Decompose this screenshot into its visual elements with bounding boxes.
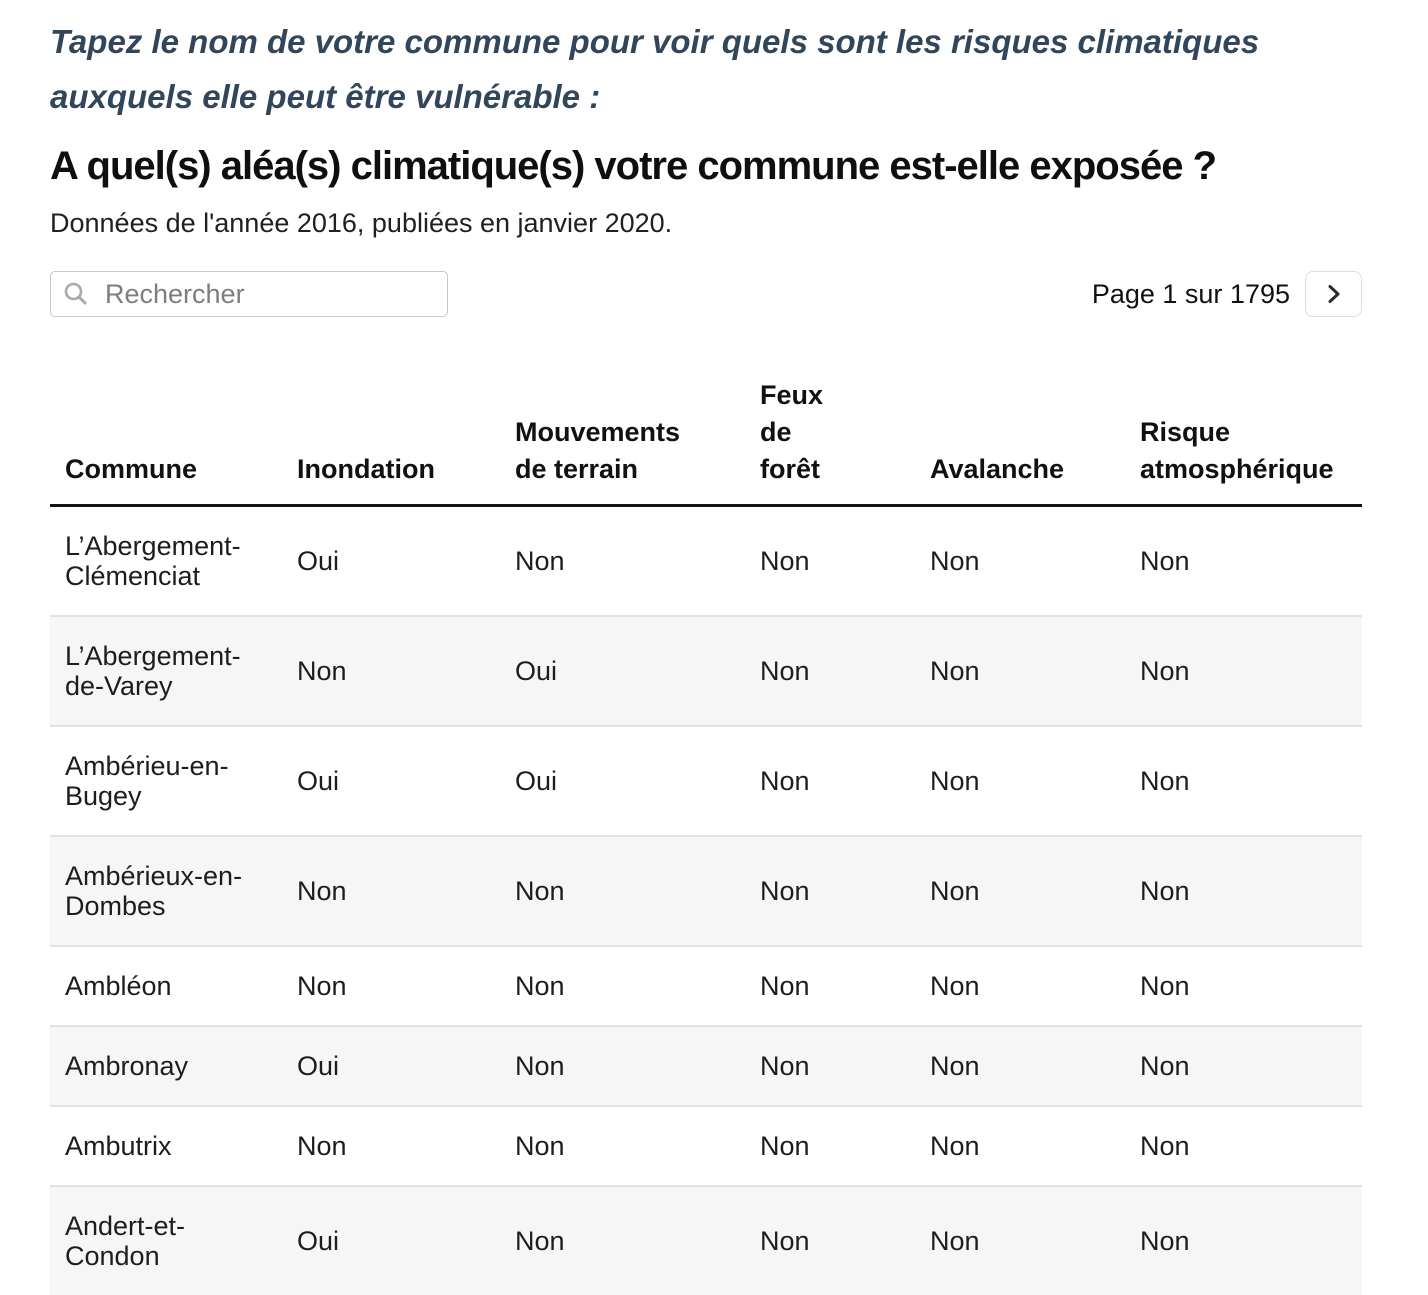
commune-cell: Ambutrix <box>50 1106 282 1186</box>
column-header-inondation: Inondation <box>282 377 500 506</box>
cell-inondation: Oui <box>282 1026 500 1106</box>
cell-inondation: Oui <box>282 506 500 617</box>
table-body: L’Abergement-Clémenciat Oui Non Non Non … <box>50 506 1362 1295</box>
commune-cell: Ambérieu-en-Bugey <box>50 726 282 836</box>
next-page-button[interactable] <box>1305 271 1362 317</box>
chevron-right-icon <box>1322 282 1346 306</box>
cell-mouvements: Non <box>500 836 745 946</box>
cell-mouvements: Non <box>500 1186 745 1295</box>
commune-cell: Ambronay <box>50 1026 282 1106</box>
data-year-subtitle: Données de l'année 2016, publiées en jan… <box>50 205 1362 241</box>
table-row: Ambérieux-en-Dombes Non Non Non Non Non <box>50 836 1362 946</box>
table-row: Ambutrix Non Non Non Non Non <box>50 1106 1362 1186</box>
cell-inondation: Non <box>282 836 500 946</box>
cell-feux: Non <box>745 1106 915 1186</box>
page-indicator: Page 1 sur 1795 <box>1092 279 1290 310</box>
cell-mouvements: Oui <box>500 726 745 836</box>
cell-inondation: Oui <box>282 726 500 836</box>
column-header-feux-de-foret: Feux de forêt <box>745 377 915 506</box>
cell-avalanche: Non <box>915 836 1125 946</box>
table-header: Commune Inondation Mouvements de terrain… <box>50 377 1362 506</box>
commune-cell: L’Abergement-de-Varey <box>50 616 282 726</box>
search-box <box>50 271 448 317</box>
cell-mouvements: Non <box>500 506 745 617</box>
cell-avalanche: Non <box>915 946 1125 1026</box>
cell-inondation: Non <box>282 616 500 726</box>
intro-text: Tapez le nom de votre commune pour voir … <box>50 14 1362 124</box>
commune-cell: Ambléon <box>50 946 282 1026</box>
commune-cell: L’Abergement-Clémenciat <box>50 506 282 617</box>
cell-feux: Non <box>745 616 915 726</box>
table-row: Ambérieu-en-Bugey Oui Oui Non Non Non <box>50 726 1362 836</box>
cell-risque: Non <box>1125 836 1362 946</box>
table-row: L’Abergement-de-Varey Non Oui Non Non No… <box>50 616 1362 726</box>
cell-inondation: Oui <box>282 1186 500 1295</box>
cell-risque: Non <box>1125 1026 1362 1106</box>
cell-inondation: Non <box>282 1106 500 1186</box>
column-header-commune: Commune <box>50 377 282 506</box>
cell-mouvements: Oui <box>500 616 745 726</box>
cell-feux: Non <box>745 946 915 1026</box>
cell-risque: Non <box>1125 1106 1362 1186</box>
cell-risque: Non <box>1125 946 1362 1026</box>
column-header-mouvements-de-terrain: Mouvements de terrain <box>500 377 745 506</box>
cell-inondation: Non <box>282 946 500 1026</box>
cell-feux: Non <box>745 726 915 836</box>
cell-risque: Non <box>1125 726 1362 836</box>
table-row: Andert-et-Condon Oui Non Non Non Non <box>50 1186 1362 1295</box>
cell-avalanche: Non <box>915 726 1125 836</box>
cell-avalanche: Non <box>915 1106 1125 1186</box>
table-row: Ambléon Non Non Non Non Non <box>50 946 1362 1026</box>
cell-feux: Non <box>745 506 915 617</box>
cell-mouvements: Non <box>500 1106 745 1186</box>
cell-feux: Non <box>745 1186 915 1295</box>
cell-risque: Non <box>1125 616 1362 726</box>
cell-mouvements: Non <box>500 1026 745 1106</box>
cell-feux: Non <box>745 1026 915 1106</box>
cell-avalanche: Non <box>915 506 1125 617</box>
page-title: A quel(s) aléa(s) climatique(s) votre co… <box>50 144 1362 189</box>
table-row: Ambronay Oui Non Non Non Non <box>50 1026 1362 1106</box>
cell-risque: Non <box>1125 1186 1362 1295</box>
table-row: L’Abergement-Clémenciat Oui Non Non Non … <box>50 506 1362 617</box>
cell-feux: Non <box>745 836 915 946</box>
table-controls: Page 1 sur 1795 <box>50 271 1362 317</box>
cell-avalanche: Non <box>915 616 1125 726</box>
cell-avalanche: Non <box>915 1186 1125 1295</box>
cell-mouvements: Non <box>500 946 745 1026</box>
search-input[interactable] <box>50 271 448 317</box>
commune-cell: Andert-et-Condon <box>50 1186 282 1295</box>
pagination: Page 1 sur 1795 <box>1092 271 1362 317</box>
commune-cell: Ambérieux-en-Dombes <box>50 836 282 946</box>
column-header-risque-atmospherique: Risque atmosphérique <box>1125 377 1362 506</box>
cell-risque: Non <box>1125 506 1362 617</box>
cell-avalanche: Non <box>915 1026 1125 1106</box>
header-row: Commune Inondation Mouvements de terrain… <box>50 377 1362 506</box>
column-header-avalanche: Avalanche <box>915 377 1125 506</box>
climate-risks-table: Commune Inondation Mouvements de terrain… <box>50 377 1362 1295</box>
